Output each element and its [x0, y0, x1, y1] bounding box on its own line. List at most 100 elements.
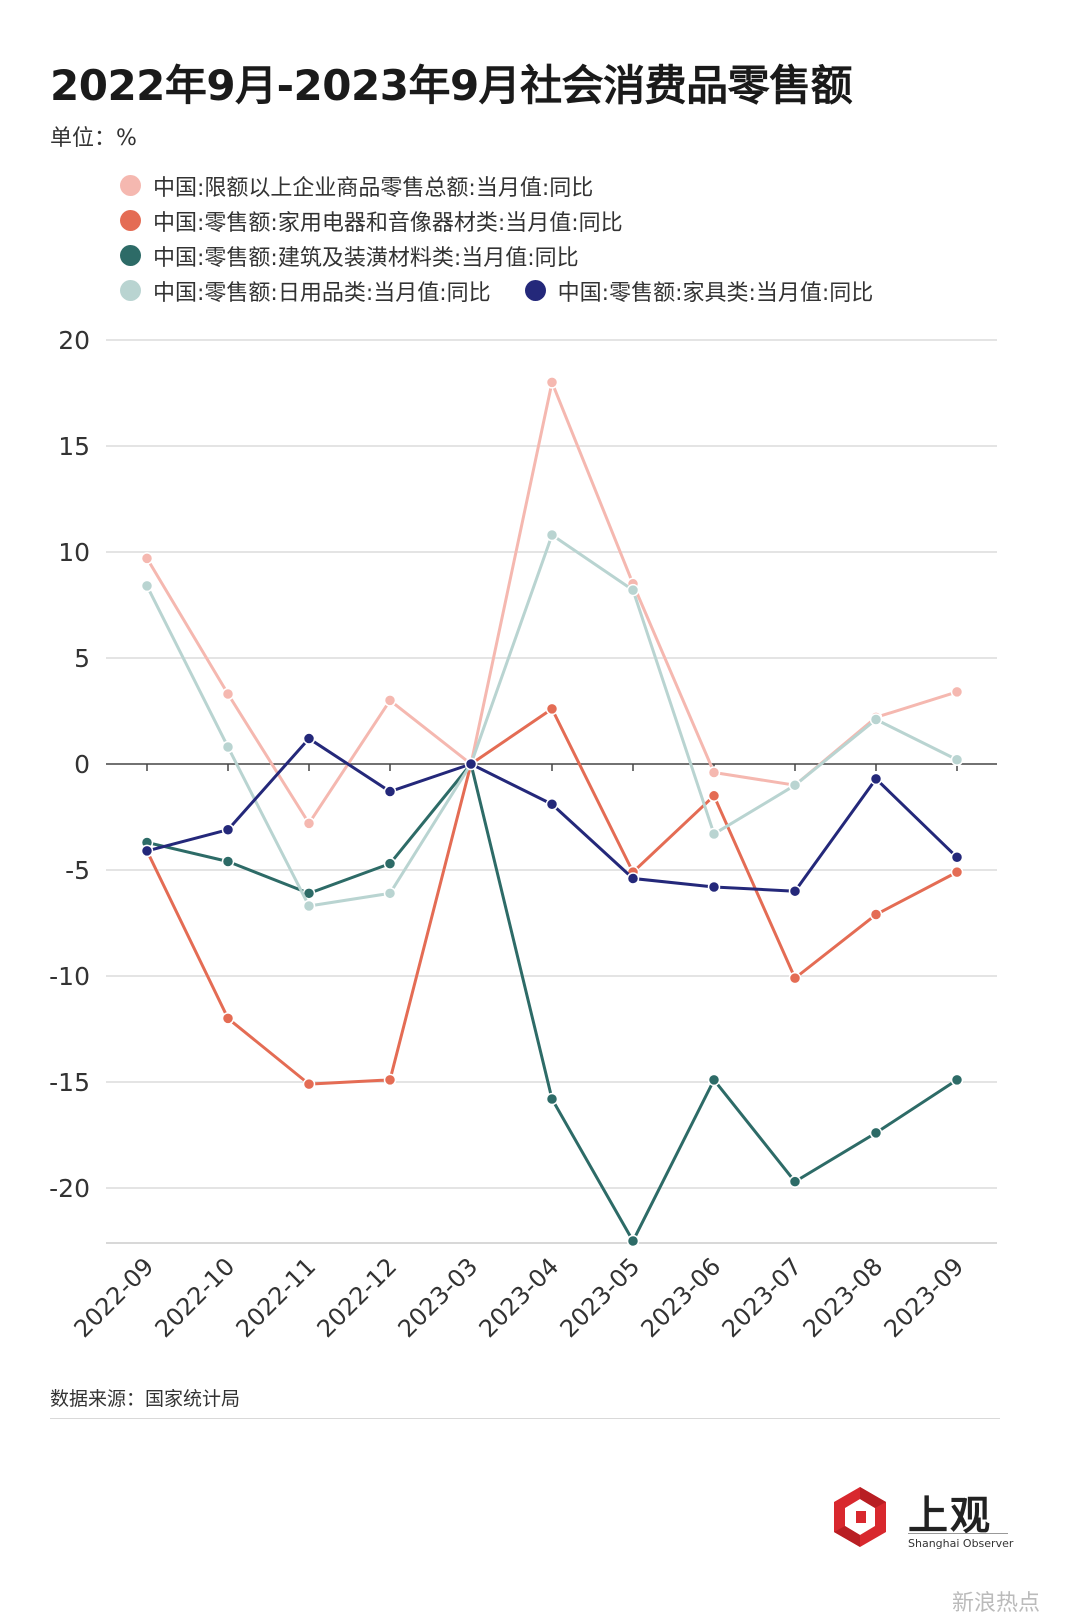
- legend-item-furniture: 中国:零售额:家具类:当月值:同比: [524, 275, 874, 307]
- legend-label: 中国:零售额:家具类:当月值:同比: [557, 280, 874, 306]
- y-tick-label: 5: [74, 644, 90, 673]
- data-point: [545, 798, 559, 811]
- series-line: [145, 533, 959, 908]
- data-point: [707, 789, 721, 803]
- x-tick-label: 2022-10: [150, 1252, 241, 1343]
- data-point: [545, 1092, 559, 1106]
- legend-label: 中国:零售额:建筑及装潢材料类:当月值:同比: [153, 245, 579, 271]
- y-tick-label: -20: [49, 1174, 90, 1203]
- data-point: [140, 552, 154, 565]
- logo-text-en: Shanghai Observer: [908, 1537, 1014, 1550]
- data-point: [221, 740, 235, 754]
- divider: [50, 1418, 1000, 1419]
- y-tick-label: 20: [58, 326, 90, 355]
- y-tick-label: -15: [49, 1068, 90, 1097]
- data-point: [302, 732, 316, 745]
- legend-item-appliances: 中国:零售额:家用电器和音像器材类:当月值:同比: [120, 205, 623, 237]
- legend-swatch: [120, 175, 141, 196]
- data-point: [383, 1073, 397, 1087]
- grid-lines: [106, 339, 997, 1244]
- data-point: [707, 766, 721, 779]
- data-point: [626, 1234, 640, 1248]
- x-tick-label: 2023-04: [474, 1252, 565, 1343]
- data-point: [221, 855, 235, 868]
- series-2: [140, 757, 964, 1248]
- data-point: [707, 1073, 721, 1087]
- y-tick-label: 0: [74, 750, 90, 779]
- x-tick-label: 2023-06: [636, 1252, 727, 1343]
- legend-label: 中国:限额以上企业商品零售总额:当月值:同比: [153, 175, 594, 201]
- x-axis-ticks: 2022-092022-102022-112022-122023-032023-…: [69, 764, 970, 1343]
- data-point: [302, 899, 316, 913]
- data-point: [464, 757, 478, 771]
- data-point: [788, 971, 802, 985]
- logo-mark-icon: [834, 1487, 886, 1547]
- legend-swatch: [524, 280, 546, 301]
- x-tick-label: 2022-12: [312, 1252, 403, 1343]
- data-point: [950, 851, 964, 864]
- series-lines: [140, 376, 964, 1248]
- data-point: [950, 685, 964, 699]
- legend-row: 中国:限额以上企业商品零售总额:当月值:同比: [120, 168, 907, 203]
- x-tick-label: 2023-09: [879, 1252, 970, 1343]
- x-tick-label: 2022-09: [69, 1252, 160, 1343]
- series-line: [145, 380, 959, 825]
- watermark: 新浪热点: [951, 1591, 1040, 1616]
- series-0: [140, 376, 964, 830]
- data-point: [383, 785, 397, 798]
- data-point: [707, 880, 721, 894]
- y-tick-label: 15: [58, 432, 90, 461]
- data-point: [950, 1073, 964, 1087]
- legend-item-building-materials: 中国:零售额:建筑及装潢材料类:当月值:同比: [120, 240, 579, 272]
- data-point: [383, 887, 397, 900]
- legend-row: 中国:零售额:建筑及装潢材料类:当月值:同比: [120, 238, 907, 273]
- data-point: [545, 376, 559, 389]
- y-tick-label: -10: [49, 962, 90, 991]
- legend-swatch: [120, 245, 141, 266]
- data-point: [869, 772, 883, 786]
- series-1: [140, 702, 964, 1091]
- series-3: [140, 528, 964, 913]
- data-point: [221, 823, 235, 836]
- data-point: [950, 865, 964, 879]
- data-point: [869, 1126, 883, 1140]
- data-source: 数据来源：国家统计局: [50, 1388, 241, 1410]
- data-point: [869, 908, 883, 921]
- data-point: [788, 884, 802, 898]
- x-tick-label: 2022-11: [231, 1252, 322, 1343]
- data-point: [707, 827, 721, 841]
- legend-item-total-retail: 中国:限额以上企业商品零售总额:当月值:同比: [120, 170, 593, 202]
- legend-row: 中国:零售额:家用电器和音像器材类:当月值:同比: [120, 203, 907, 238]
- chart-title: 2022年9月-2023年9月社会消费品零售额: [50, 61, 853, 110]
- y-tick-label: -5: [65, 856, 90, 885]
- legend-item-daily-goods: 中国:零售额:日用品类:当月值:同比: [120, 275, 491, 307]
- data-point: [383, 694, 397, 707]
- data-point: [221, 1012, 235, 1025]
- legend-label: 中国:零售额:日用品类:当月值:同比: [153, 280, 491, 306]
- data-point: [788, 778, 802, 792]
- data-point: [869, 713, 883, 726]
- data-point: [545, 528, 559, 542]
- x-tick-label: 2023-03: [393, 1252, 484, 1343]
- data-point: [626, 583, 640, 597]
- x-tick-label: 2023-08: [798, 1252, 889, 1343]
- data-point: [383, 857, 397, 870]
- data-point: [788, 1175, 802, 1188]
- x-tick-label: 2023-07: [717, 1252, 808, 1343]
- legend-row: 中国:零售额:日用品类:当月值:同比 中国:零售额:家具类:当月值:同比: [120, 273, 907, 308]
- shanghai-observer-logo: 上观 Shanghai Observer: [828, 1485, 1038, 1555]
- y-axis-ticks: 20 15 10 5 0 -5 -10 -15 -20: [49, 326, 90, 1203]
- series-4: [140, 732, 964, 898]
- legend-swatch: [120, 280, 141, 301]
- data-point: [302, 1077, 316, 1091]
- legend: 中国:限额以上企业商品零售总额:当月值:同比 中国:零售额:家用电器和音像器材类…: [120, 168, 907, 308]
- legend-label: 中国:零售额:家用电器和音像器材类:当月值:同比: [153, 210, 623, 236]
- logo-text-cn: 上观: [908, 1492, 992, 1539]
- data-point: [302, 817, 316, 830]
- data-point: [221, 687, 235, 701]
- logo-divider: [908, 1533, 1008, 1534]
- data-point: [626, 872, 640, 885]
- legend-swatch: [120, 210, 141, 231]
- data-point: [140, 579, 154, 593]
